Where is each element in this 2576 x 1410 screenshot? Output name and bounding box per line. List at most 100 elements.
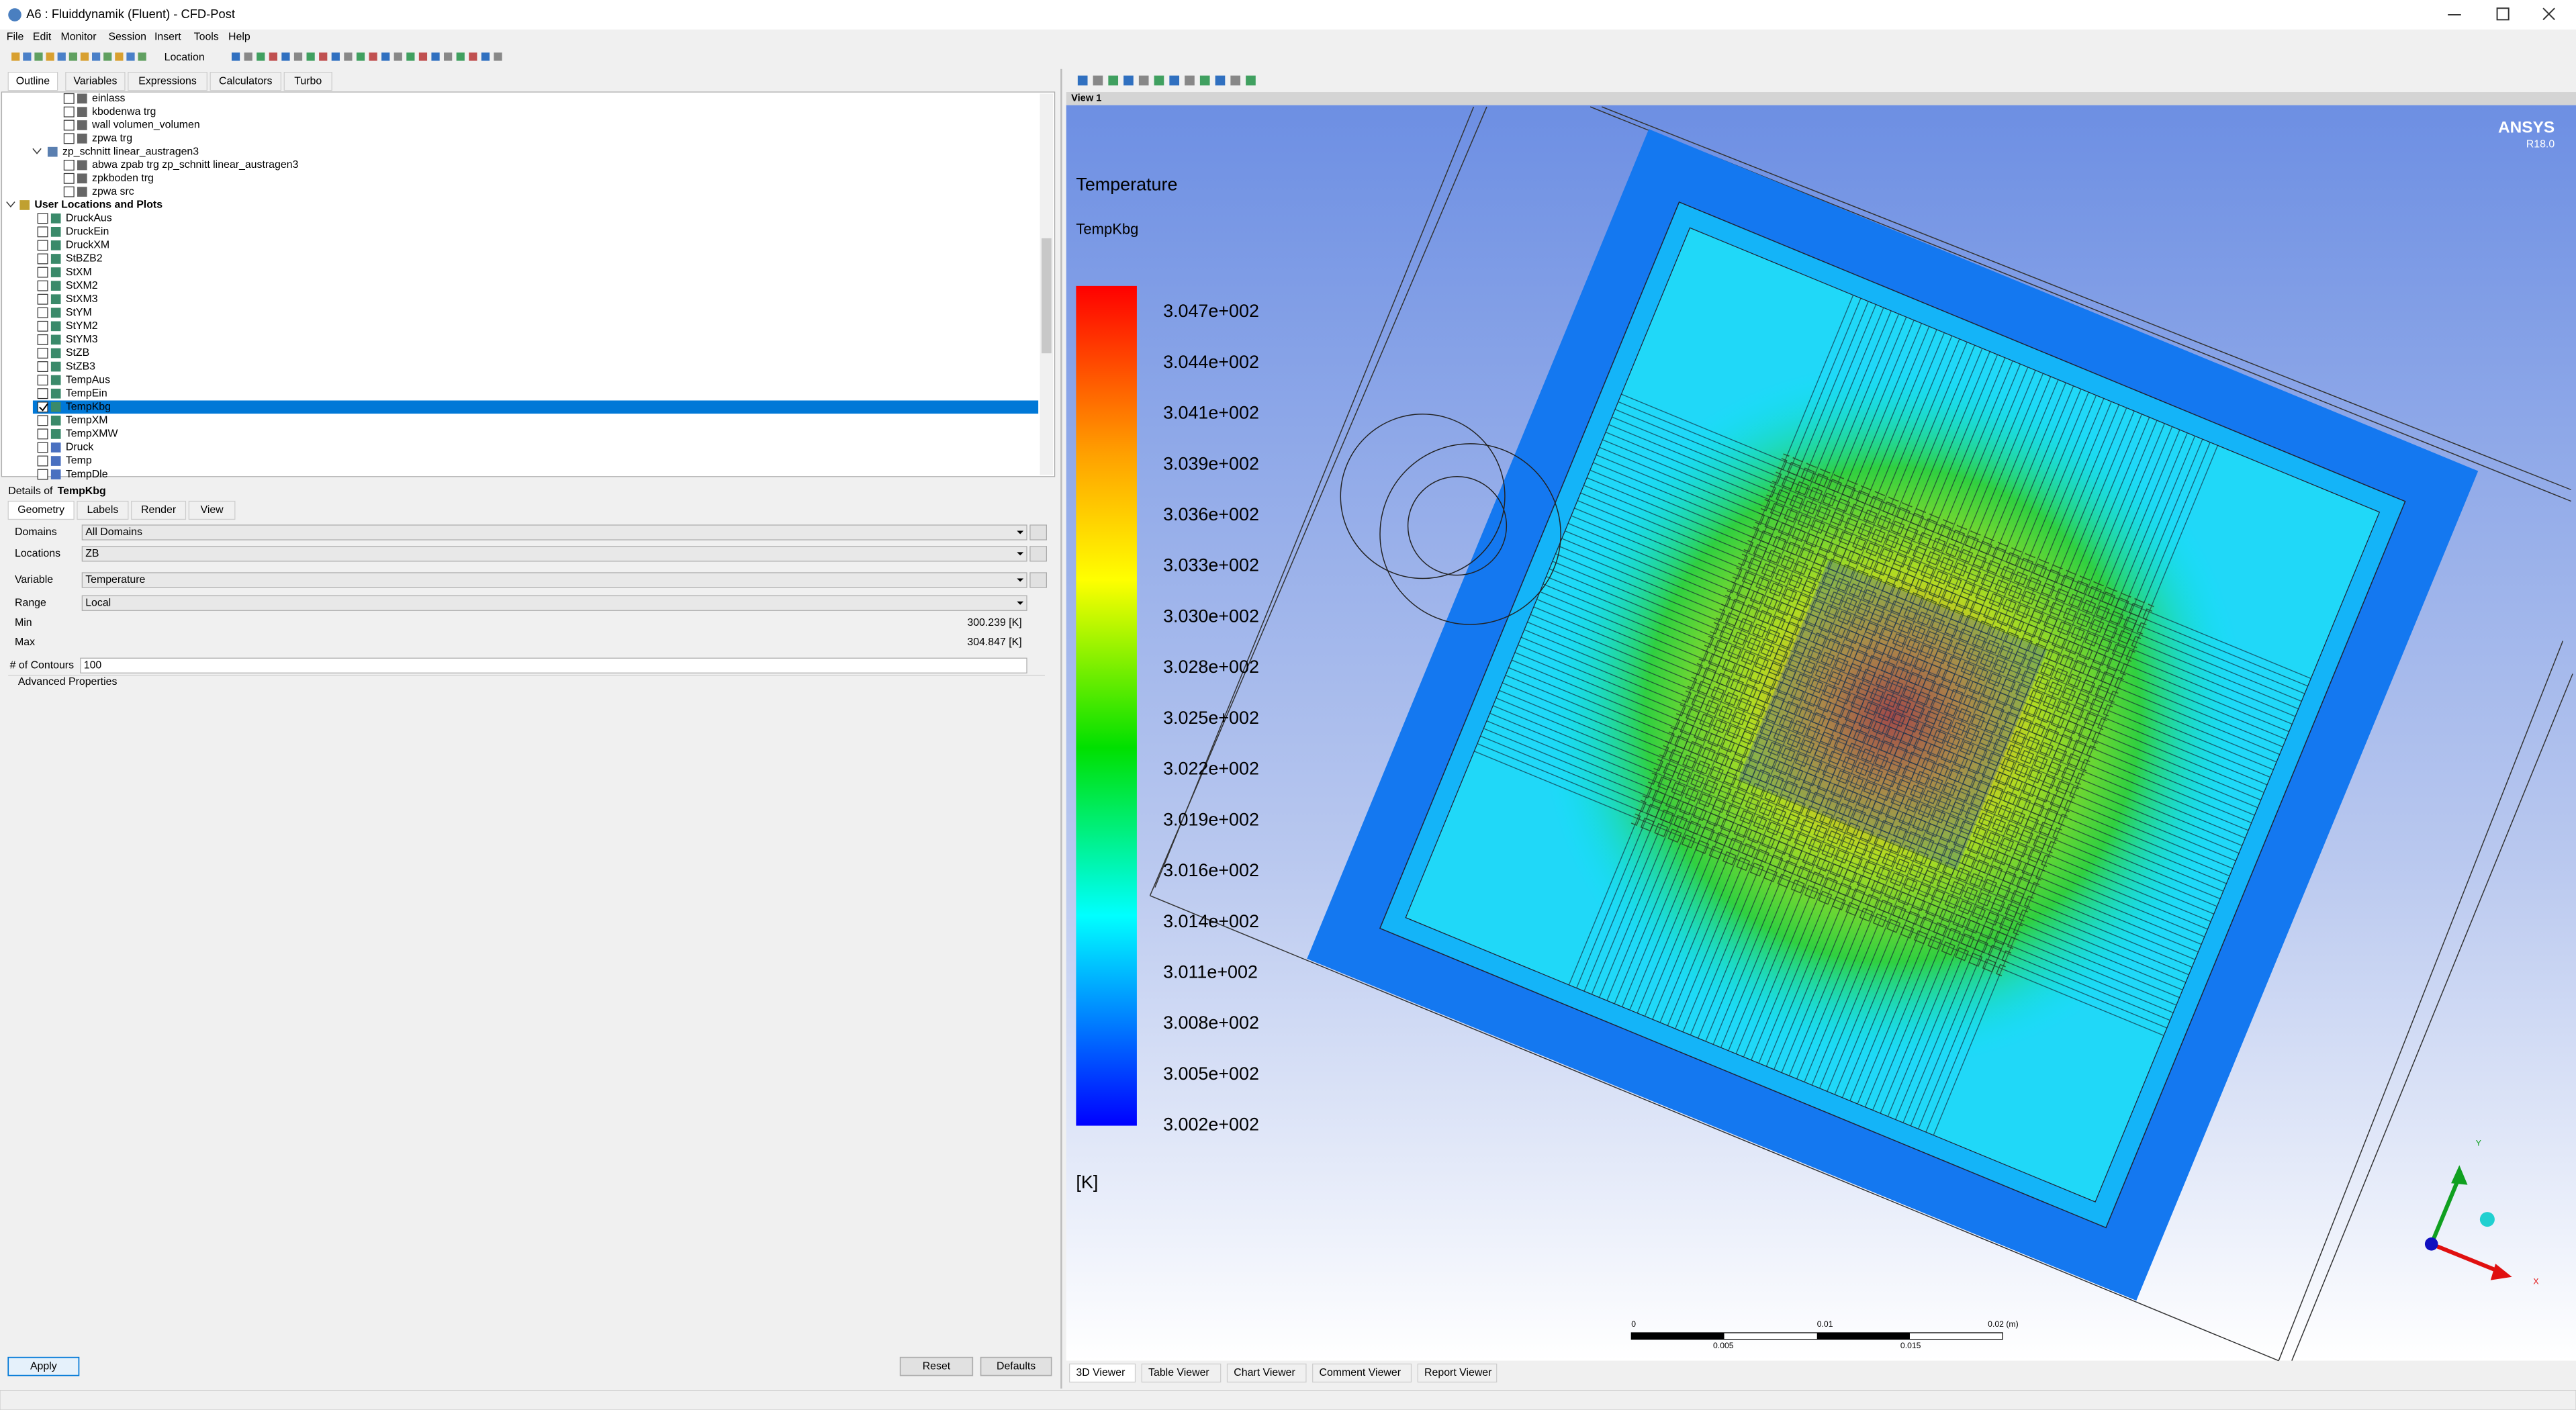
tool-icon[interactable]	[68, 52, 77, 61]
tool-icon[interactable]	[481, 52, 490, 61]
apply-button[interactable]	[7, 1356, 80, 1376]
checkbox[interactable]	[37, 428, 48, 440]
checkbox[interactable]	[63, 93, 75, 104]
tree-item[interactable]: User Locations and Plots	[34, 199, 163, 211]
tree-item[interactable]: Temp	[66, 455, 92, 467]
tab[interactable]	[77, 500, 129, 520]
tool-icon[interactable]	[80, 52, 89, 61]
checkbox[interactable]	[37, 213, 48, 224]
checkbox[interactable]	[37, 388, 48, 399]
tab[interactable]	[283, 72, 332, 91]
tool-icon[interactable]	[406, 52, 415, 61]
tree-item[interactable]: StYM3	[66, 334, 98, 345]
tree-item[interactable]: zpkboden trg	[92, 173, 154, 184]
more-button[interactable]	[1029, 546, 1047, 562]
tree-item[interactable]: StYM2	[66, 320, 98, 332]
checkbox[interactable]	[37, 320, 48, 332]
location-button[interactable]: Location	[165, 52, 205, 63]
tree-item[interactable]: zp_schnitt linear_austragen3	[62, 146, 199, 157]
tab[interactable]	[65, 72, 126, 91]
tool-icon[interactable]	[1093, 75, 1103, 86]
dropdown-arrow[interactable]	[1017, 552, 1024, 556]
window-controls[interactable]	[2448, 7, 2555, 21]
more-button[interactable]	[1029, 524, 1047, 540]
viewer-tab[interactable]	[1312, 1363, 1412, 1383]
tool-icon[interactable]	[293, 52, 303, 61]
checkbox[interactable]	[63, 106, 75, 117]
tree-item[interactable]: TempKbg	[66, 401, 111, 412]
checkbox[interactable]	[63, 120, 75, 131]
tool-icon[interactable]	[257, 52, 265, 61]
dropdown-arrow[interactable]	[1017, 578, 1024, 582]
tool-icon[interactable]	[444, 52, 453, 61]
tree-item[interactable]: einlass	[92, 93, 126, 104]
tool-icon[interactable]	[494, 52, 502, 61]
tab[interactable]	[7, 500, 75, 520]
tool-icon[interactable]	[46, 52, 54, 61]
tree-item[interactable]: StXM2	[66, 280, 98, 291]
viewer-tab[interactable]	[1141, 1363, 1222, 1383]
checkbox[interactable]	[63, 173, 75, 184]
tree-item[interactable]: StZB3	[66, 361, 95, 372]
tool-icon[interactable]	[281, 52, 290, 61]
menu-item[interactable]: Edit	[33, 31, 52, 42]
checkbox[interactable]	[37, 348, 48, 359]
combo-box[interactable]	[81, 595, 1027, 611]
tool-icon[interactable]	[306, 52, 315, 61]
tool-icon[interactable]	[103, 52, 112, 61]
checkbox[interactable]	[63, 133, 75, 144]
checkbox[interactable]	[37, 307, 48, 318]
viewer-tab[interactable]	[1417, 1363, 1498, 1383]
scroll-thumb[interactable]	[1042, 238, 1052, 354]
checkbox[interactable]	[37, 240, 48, 251]
tree-item[interactable]: TempXMW	[66, 428, 118, 440]
tool-icon[interactable]	[356, 52, 365, 61]
tree-item[interactable]: DruckXM	[66, 240, 109, 251]
tree-item[interactable]: StXM	[66, 267, 92, 278]
tool-icon[interactable]	[331, 52, 340, 61]
tab[interactable]	[210, 72, 281, 91]
tree-item[interactable]: kbodenwa trg	[92, 106, 156, 117]
more-button[interactable]	[1029, 572, 1047, 588]
tree-item[interactable]: StXM3	[66, 293, 98, 305]
tool-icon[interactable]	[269, 52, 277, 61]
tool-icon[interactable]	[1215, 75, 1226, 86]
tool-icon[interactable]	[92, 52, 101, 61]
tool-icon[interactable]	[138, 52, 146, 61]
advanced-properties[interactable]: Advanced Properties	[18, 676, 118, 688]
reset-button[interactable]	[899, 1356, 974, 1376]
tool-icon[interactable]	[115, 52, 124, 61]
menu-item[interactable]: Session	[108, 31, 146, 42]
tree-item[interactable]: Druck	[66, 442, 94, 453]
tree-item[interactable]: StBZB2	[66, 253, 103, 265]
checkbox[interactable]	[37, 375, 48, 386]
menu-item[interactable]: Help	[228, 31, 250, 42]
tree-item[interactable]: abwa zpab trg zp_schnitt linear_austrage…	[92, 159, 299, 171]
tool-icon[interactable]	[1138, 75, 1149, 86]
tree-item[interactable]: StYM	[66, 307, 92, 318]
viewer-tab[interactable]	[1069, 1363, 1136, 1383]
tree-item[interactable]: zpwa src	[92, 186, 134, 197]
checkbox[interactable]	[63, 186, 75, 197]
menu-item[interactable]: Insert	[154, 31, 181, 42]
defaults-button[interactable]	[980, 1356, 1052, 1376]
menu-item[interactable]: Tools	[194, 31, 219, 42]
tool-icon[interactable]	[431, 52, 440, 61]
menu-item[interactable]: File	[7, 31, 24, 42]
view-name[interactable]: View 1	[1071, 93, 1101, 104]
tab[interactable]	[128, 72, 208, 91]
tool-icon[interactable]	[469, 52, 477, 61]
tool-icon[interactable]	[369, 52, 377, 61]
tool-icon[interactable]	[231, 52, 240, 61]
tool-icon[interactable]	[456, 52, 465, 61]
tree-item[interactable]: TempDle	[66, 469, 108, 480]
tool-icon[interactable]	[1199, 75, 1210, 86]
tool-icon[interactable]	[34, 52, 43, 61]
combo-box[interactable]	[81, 546, 1027, 562]
combo-box[interactable]	[81, 572, 1027, 588]
checkbox[interactable]	[37, 293, 48, 305]
tool-icon[interactable]	[1108, 75, 1119, 86]
tool-icon[interactable]	[1230, 75, 1241, 86]
tool-icon[interactable]	[126, 52, 135, 61]
checkbox[interactable]	[37, 253, 48, 265]
